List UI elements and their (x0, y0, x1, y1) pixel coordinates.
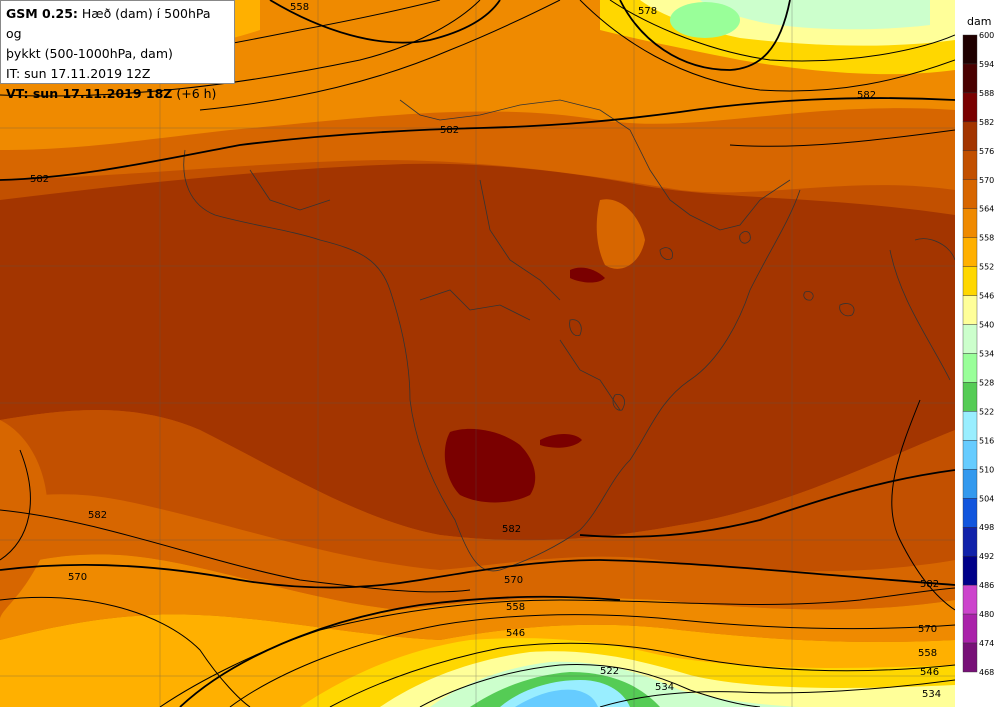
legend-swatch (962, 63, 978, 94)
thickness-field-576-south (0, 410, 955, 572)
legend-tick-label: 540 (979, 321, 994, 330)
legend-swatch (962, 208, 978, 238)
contour-label: 582 (30, 174, 49, 185)
contour-label: 570 (918, 624, 937, 635)
legend-swatch (962, 150, 978, 180)
contour-label: 522 (600, 666, 619, 677)
thickness-field-534-northeast (670, 2, 740, 38)
legend-swatch (962, 121, 978, 152)
legend-swatch (962, 353, 978, 383)
legend-tick-label: 504 (979, 494, 994, 503)
field-description-2: þykkt (500-1000hPa, dam) (6, 46, 173, 61)
legend-tick-label: 468 (979, 668, 994, 677)
legend-tick-label: 474 (979, 639, 994, 648)
contour-label: 534 (922, 689, 941, 700)
lat-lon-grid (0, 0, 955, 707)
legend-swatch (962, 34, 978, 65)
legend-tick-label: 546 (979, 292, 994, 301)
legend-tick-label: 570 (979, 176, 994, 185)
legend-bar: 600 594 588 582 576 570 564 558 552 546 540 534 528 5… (962, 31, 994, 677)
contour-label: 546 (920, 667, 939, 678)
contour-label: 558 (290, 2, 309, 13)
contour-label: 582 (857, 90, 876, 101)
thickness-field-564-south (0, 554, 955, 642)
legend-tick-label: 600 (979, 31, 994, 40)
legend-unit: dam (967, 15, 992, 28)
thickness-field-588-patch-north (570, 267, 605, 283)
legend-swatch (962, 92, 978, 123)
legend-swatch (962, 613, 978, 644)
forecast-info-box: GSM 0.25: Hæð (dam) í 500hPa og þykkt (5… (0, 0, 235, 101)
thickness-field-588-patch-south (444, 428, 536, 503)
thickness-field-540-northeast (700, 0, 930, 30)
valid-time: VT: sun 17.11.2019 18Z (6, 86, 173, 101)
forecast-offset: (+6 h) (176, 86, 217, 101)
contour-label: 582 (920, 579, 939, 590)
legend-swatch (962, 584, 978, 615)
legend-swatch (962, 555, 978, 586)
legend-tick-label: 486 (979, 581, 994, 590)
contour-label: 534 (655, 682, 674, 693)
color-legend: dam 600 594 588 582 576 570 564 558 552 546 540 534… (955, 0, 1000, 707)
legend-swatch (962, 642, 978, 673)
valid-time-line: VT: sun 17.11.2019 18Z (+6 h) (6, 84, 229, 104)
contour-label: 582 (440, 125, 459, 136)
legend-swatch (962, 440, 978, 470)
legend-tick-label: 594 (979, 60, 994, 69)
legend-swatch (962, 498, 978, 528)
thickness-field-570-highland (596, 199, 645, 269)
legend-swatch (962, 179, 978, 209)
contour-labels: 558 582 582 582 582 582 578 570 558 546 … (30, 2, 941, 700)
legend-tick-label: 480 (979, 610, 994, 619)
legend-tick-label: 516 (979, 436, 994, 445)
legend-tick-label: 582 (979, 118, 994, 127)
contour-label: 582 (502, 524, 521, 535)
contour-label: 582 (88, 510, 107, 521)
legend-tick-label: 498 (979, 523, 994, 532)
model-line: GSM 0.25: Hæð (dam) í 500hPa og (6, 4, 229, 44)
legend-swatch (962, 382, 978, 412)
legend-tick-label: 492 (979, 552, 994, 561)
legend-tick-label: 534 (979, 350, 994, 359)
legend-tick-label: 522 (979, 407, 994, 416)
legend-tick-label: 528 (979, 378, 994, 387)
field-description: Hæð (dam) í 500hPa og (6, 6, 211, 41)
legend-tick-label: 558 (979, 234, 994, 243)
contour-label: 546 (506, 628, 525, 639)
legend-swatch (962, 237, 978, 267)
legend-tick-label: 510 (979, 465, 994, 474)
thickness-field-570-south (0, 494, 955, 610)
legend-tick-label: 564 (979, 205, 994, 214)
thickness-field-570-north (0, 108, 955, 193)
legend-tick-label: 576 (979, 147, 994, 156)
legend-tick-label: 588 (979, 89, 994, 98)
map-canvas: 558 582 582 582 582 582 578 570 558 546 … (0, 0, 955, 707)
coastlines (183, 99, 955, 572)
thickness-field-588-patch-east (540, 434, 582, 448)
thickness-field-582-core (0, 163, 955, 541)
initial-time: IT: sun 17.11.2019 12Z (6, 66, 151, 81)
weather-map: 558 582 582 582 582 582 578 570 558 546 … (0, 0, 955, 707)
contour-label: 558 (506, 602, 525, 613)
thickness-field-570-west (0, 420, 48, 620)
contour-label: 570 (68, 572, 87, 583)
contour-label: 578 (638, 6, 657, 17)
contour-label: 558 (918, 648, 937, 659)
height-contours-thin (0, 0, 955, 707)
legend-tick-label: 552 (979, 263, 994, 272)
model-name: GSM 0.25: (6, 6, 78, 21)
contour-label: 570 (504, 575, 523, 586)
legend-swatch (962, 295, 978, 325)
legend-swatch (962, 469, 978, 499)
legend-swatch (962, 266, 978, 296)
thickness-field-516-south (515, 689, 598, 707)
height-contours-thick (0, 0, 955, 707)
legend-swatch (962, 527, 978, 557)
legend-swatch (962, 411, 978, 441)
legend-swatch (962, 324, 978, 354)
